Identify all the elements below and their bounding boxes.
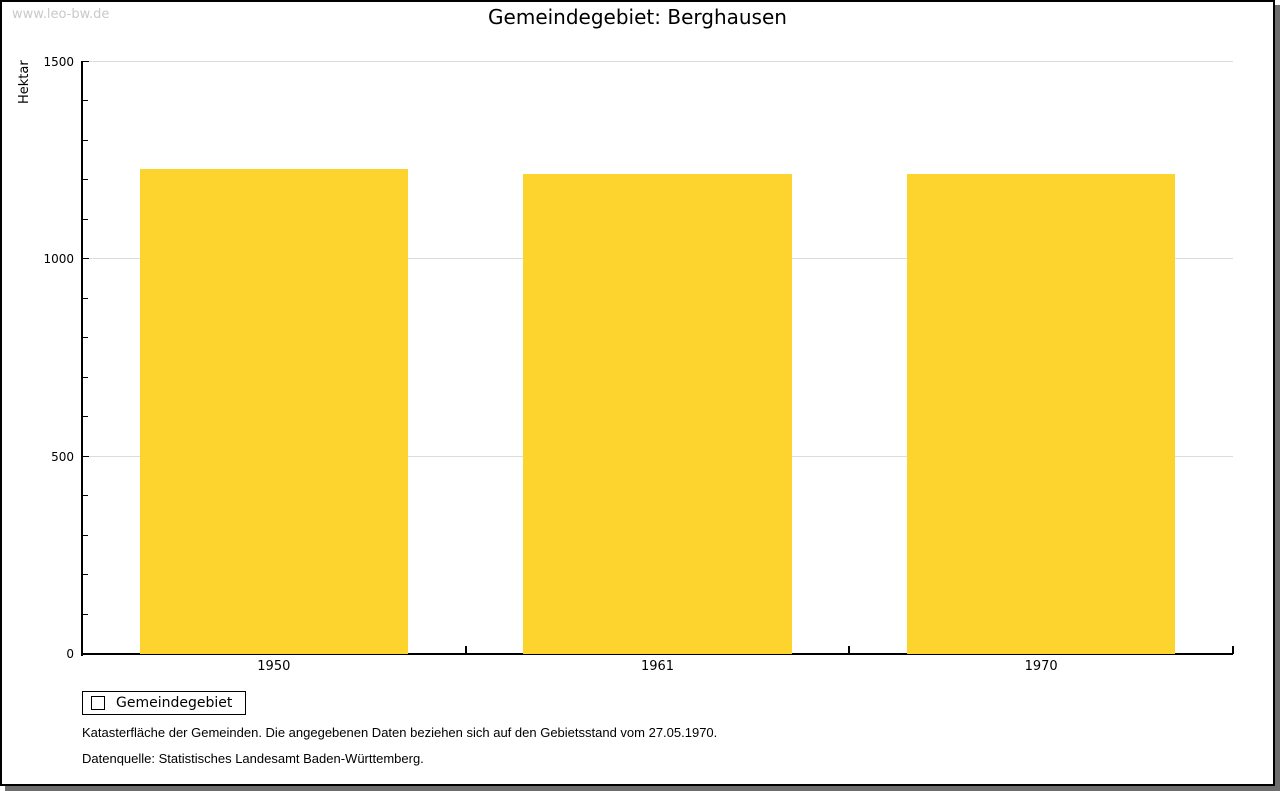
legend: Gemeindegebiet <box>82 691 247 715</box>
y-tick-label: 1500 <box>43 55 74 69</box>
bar <box>906 174 1176 654</box>
legend-swatch <box>91 696 105 710</box>
x-category-label: 1961 <box>640 659 675 674</box>
bar <box>523 174 792 654</box>
y-minor-tick <box>83 218 88 220</box>
y-tick-label: 0 <box>66 647 74 661</box>
x-category-label: 1950 <box>257 659 291 674</box>
y-minor-tick <box>83 574 88 576</box>
x-boundary-tick <box>1232 646 1234 654</box>
y-tick-label: 500 <box>51 449 74 464</box>
legend-label: Gemeindegebiet <box>116 695 233 711</box>
y-minor-tick <box>83 416 88 418</box>
y-minor-tick <box>83 100 88 102</box>
x-boundary-tick <box>848 646 851 654</box>
y-minor-tick <box>83 613 88 615</box>
y-major-tick <box>83 455 89 457</box>
bar <box>139 168 409 654</box>
footnote-data-description: Katasterfläche der Gemeinden. Die angege… <box>82 725 718 740</box>
y-minor-tick <box>83 337 88 339</box>
y-minor-tick <box>83 297 88 299</box>
y-minor-tick <box>83 179 88 181</box>
y-axis-line <box>81 61 83 656</box>
grid-line <box>83 61 1233 62</box>
y-tick-label: 1000 <box>43 252 74 267</box>
y-major-tick <box>83 61 89 62</box>
x-boundary-tick <box>464 646 467 654</box>
y-major-tick <box>83 258 89 260</box>
x-category-label: 1970 <box>1024 659 1058 674</box>
footnote-data-source: Datenquelle: Statistisches Landesamt Bad… <box>82 751 424 766</box>
y-minor-tick <box>83 376 88 378</box>
chart-title: Gemeindegebiet: Berghausen <box>488 5 787 29</box>
y-minor-tick <box>83 534 88 536</box>
x-axis-line <box>81 653 1233 655</box>
watermark-leo-bw: www.leo-bw.de <box>12 7 110 22</box>
y-minor-tick <box>83 495 88 497</box>
y-minor-tick <box>83 139 88 141</box>
